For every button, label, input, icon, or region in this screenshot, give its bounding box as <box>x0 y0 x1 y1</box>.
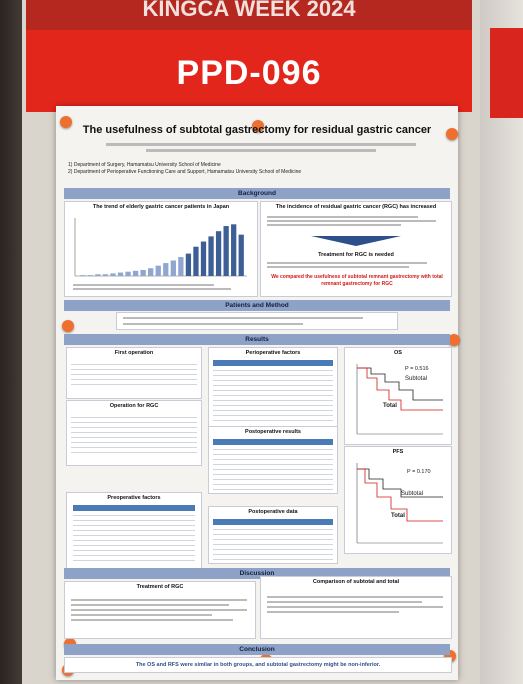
pfs-title: PFS <box>392 449 404 455</box>
poster-sheet: The usefulness of subtotal gastrectomy f… <box>56 106 460 680</box>
os-km-curve <box>356 364 443 435</box>
os-subtotal-line <box>357 367 443 401</box>
pfs-total-label: Total <box>391 513 405 519</box>
pfs-p-value: P = 0.170 <box>407 469 431 475</box>
os-panel: OS P = 0.516 Subtotal Total <box>344 347 452 445</box>
trend-title: The trend of elderly gastric cancer pati… <box>92 204 230 210</box>
perioperative-table <box>213 360 333 421</box>
conclusion-text: The OS and RFS were similar in both grou… <box>135 662 381 668</box>
trend-bar <box>238 234 244 276</box>
pin-icon <box>446 128 458 140</box>
trend-bar <box>132 270 139 276</box>
os-title: OS <box>394 350 402 356</box>
first-operation-panel: First operation <box>66 347 202 399</box>
adjacent-banner <box>490 28 523 118</box>
trend-notes <box>73 282 249 292</box>
incidence-title: The incidence of residual gastric cancer… <box>275 204 437 210</box>
trend-bar <box>178 257 184 276</box>
postoperative-data-panel: Postoperative data <box>208 506 338 564</box>
trend-bar <box>163 263 169 276</box>
trend-bar <box>117 272 124 276</box>
section-conclusion: Conclusion <box>64 644 450 655</box>
affiliations: 1) Department of Surgery, Hamamatsu Univ… <box>68 162 448 176</box>
comparison-panel: Comparison of subtotal and total <box>260 576 452 639</box>
postoperative-results-title: Postoperative results <box>245 429 301 435</box>
trend-bar <box>193 246 199 276</box>
treatment-rgc-panel: Treatment of RGC <box>64 581 256 639</box>
operation-rgc-table <box>71 413 197 453</box>
incidence-panel: The incidence of residual gastric cancer… <box>260 201 452 297</box>
study-aim: We compared the usefulness of subtotal r… <box>271 274 443 287</box>
affiliation-2: 2) Department of Perioperative Functioni… <box>68 169 302 175</box>
affiliation-1: 1) Department of Surgery, Hamamatsu Univ… <box>68 162 221 168</box>
postoperative-results-table <box>213 439 333 490</box>
perioperative-panel: Perioperative factors <box>208 347 338 429</box>
trend-bar <box>170 260 176 276</box>
pfs-total-line <box>357 468 443 522</box>
pin-icon <box>62 320 74 332</box>
trend-bar <box>200 241 207 276</box>
patients-panel <box>116 312 398 330</box>
preoperative-panel: Preoperative factors <box>66 492 202 574</box>
trend-bar <box>87 275 93 276</box>
trend-bar <box>95 274 101 276</box>
poster-code: PPD-096 <box>26 30 472 112</box>
poster-title: The usefulness of subtotal gastrectomy f… <box>82 124 432 136</box>
trend-bar-chart <box>74 218 247 277</box>
pfs-panel: PFS P = 0.170 Subtotal Total <box>344 446 452 554</box>
trend-bar <box>155 265 161 276</box>
pfs-subtotal-line <box>357 468 443 498</box>
first-operation-table <box>71 360 197 385</box>
trend-bar <box>231 224 237 276</box>
operation-rgc-title: Operation for RGC <box>109 403 159 409</box>
trend-bar <box>148 268 154 276</box>
conclusion-panel: The OS and RFS were similar in both grou… <box>64 657 452 673</box>
os-p-value: P = 0.516 <box>405 366 429 372</box>
first-operation-title: First operation <box>114 350 154 356</box>
preoperative-table <box>73 505 195 561</box>
pfs-subtotal-label: Subtotal <box>401 491 424 497</box>
postoperative-data-table <box>213 519 333 560</box>
trend-bar <box>125 271 131 276</box>
section-background: Background <box>64 188 450 199</box>
trend-bar <box>80 275 86 276</box>
postoperative-results-panel: Postoperative results <box>208 426 338 494</box>
pin-icon <box>60 116 72 128</box>
incidence-notes <box>267 214 445 228</box>
pin-icon <box>252 120 264 132</box>
operation-rgc-panel: Operation for RGC <box>66 400 202 466</box>
pfs-km-curve <box>356 463 443 544</box>
os-subtotal-label: Subtotal <box>405 376 428 382</box>
trend-bar <box>185 253 192 276</box>
treatment-needed-title: Treatment for RGC is needed <box>318 252 394 258</box>
author-list <box>86 140 436 155</box>
treatment-notes <box>267 260 445 270</box>
comparison-title: Comparison of subtotal and total <box>312 579 400 585</box>
section-patients: Patients and Method <box>64 300 450 311</box>
perioperative-title: Perioperative factors <box>245 350 301 356</box>
trend-bar <box>215 231 222 276</box>
preoperative-title: Preoperative factors <box>107 495 161 501</box>
trend-bar <box>208 236 214 276</box>
trend-bar <box>110 273 116 276</box>
trend-bar <box>102 274 109 276</box>
os-total-line <box>357 367 443 411</box>
section-results: Results <box>64 334 450 345</box>
os-total-label: Total <box>383 403 397 409</box>
trend-bar <box>140 269 146 276</box>
trend-panel: The trend of elderly gastric cancer pati… <box>64 201 258 297</box>
pin-icon <box>448 334 460 346</box>
event-banner: KINGCA WEEK 2024 <box>26 0 472 30</box>
postoperative-data-title: Postoperative data <box>248 509 298 515</box>
section-discussion: Discussion <box>64 568 450 579</box>
down-arrow-icon <box>311 236 401 246</box>
trend-bar <box>223 226 229 276</box>
treatment-rgc-title: Treatment of RGC <box>136 584 184 590</box>
